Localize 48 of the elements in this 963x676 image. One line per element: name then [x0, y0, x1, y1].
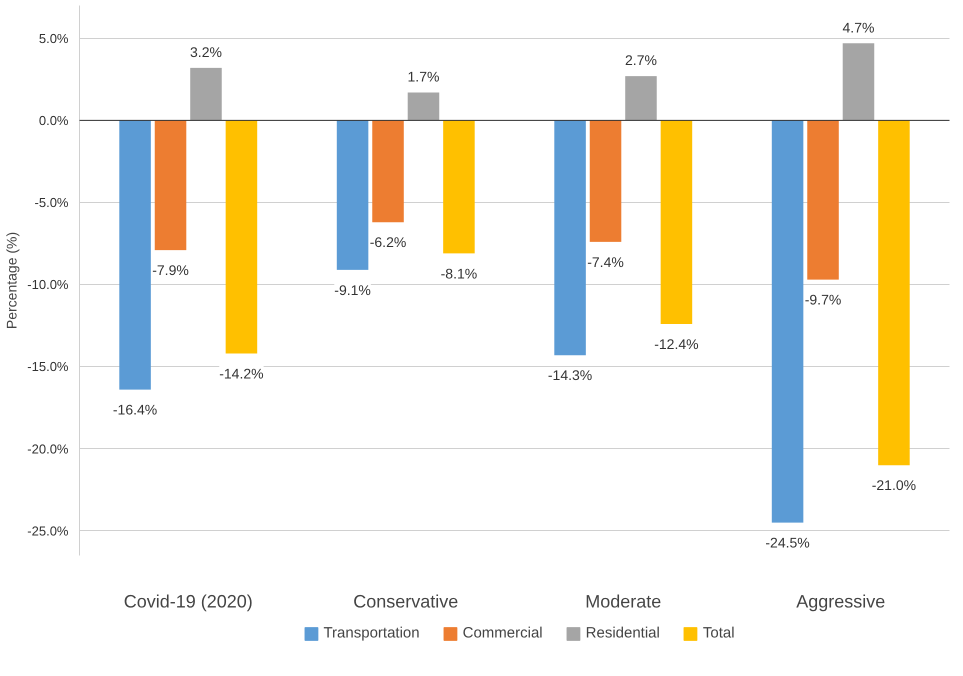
data-label: -12.4% — [654, 336, 699, 352]
bar — [154, 120, 186, 250]
y-axis-title: Percentage (%) — [3, 232, 20, 330]
data-label: -8.1% — [440, 265, 478, 282]
data-label: -7.9% — [152, 262, 189, 278]
bar — [190, 68, 222, 120]
x-tick-label: Moderate — [585, 592, 662, 612]
data-label: -14.2% — [219, 366, 264, 382]
bar — [842, 43, 874, 120]
y-tick-label: 0.0% — [38, 112, 69, 128]
bar — [119, 120, 151, 390]
x-tick-label: Covid-19 (2020) — [124, 592, 253, 612]
bar — [772, 120, 804, 523]
legend-label: Total — [702, 624, 735, 642]
y-tick-label: -20.0% — [27, 441, 69, 456]
data-label: 3.2% — [190, 44, 222, 60]
bar — [408, 92, 440, 120]
data-label: -6.2% — [370, 234, 406, 250]
bar — [807, 120, 839, 280]
bar — [878, 120, 910, 466]
bar — [625, 76, 657, 120]
y-tick-label: -25.0% — [27, 523, 69, 538]
bar — [443, 120, 475, 254]
bar — [226, 120, 258, 354]
bar — [660, 120, 692, 324]
bar — [336, 120, 368, 270]
legend-label: Residential — [586, 624, 660, 642]
data-label: -9.1% — [334, 282, 371, 298]
data-label: -16.4% — [112, 402, 158, 418]
data-label: -24.5% — [765, 534, 810, 551]
data-label: -9.7% — [804, 292, 842, 308]
x-tick-label: Aggressive — [796, 592, 886, 612]
y-tick-label: -15.0% — [27, 359, 69, 374]
legend-label: Commercial — [462, 624, 543, 642]
y-tick-label: -10.0% — [27, 277, 69, 292]
x-tick-label: Conservative — [353, 592, 458, 612]
data-label: -21.0% — [872, 477, 916, 494]
bar — [590, 120, 622, 242]
bar — [554, 120, 586, 356]
data-label: 2.7% — [625, 52, 657, 68]
data-label: 4.7% — [842, 19, 874, 36]
data-label: 1.7% — [408, 68, 440, 85]
bar — [372, 120, 404, 222]
data-label: -7.4% — [587, 254, 624, 270]
data-label: -14.3% — [548, 367, 592, 384]
y-tick-label: 5.0% — [38, 30, 69, 46]
legend-label: Transportation — [323, 624, 420, 642]
y-tick-label: -5.0% — [34, 195, 69, 210]
